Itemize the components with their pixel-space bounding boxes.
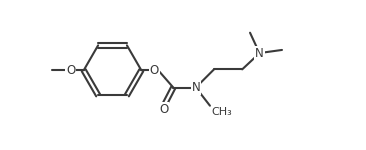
Text: N: N xyxy=(191,81,200,94)
Text: O: O xyxy=(66,64,75,77)
Text: CH₃: CH₃ xyxy=(211,107,232,117)
Text: O: O xyxy=(159,103,168,116)
Text: N: N xyxy=(255,46,264,60)
Text: O: O xyxy=(150,64,159,77)
